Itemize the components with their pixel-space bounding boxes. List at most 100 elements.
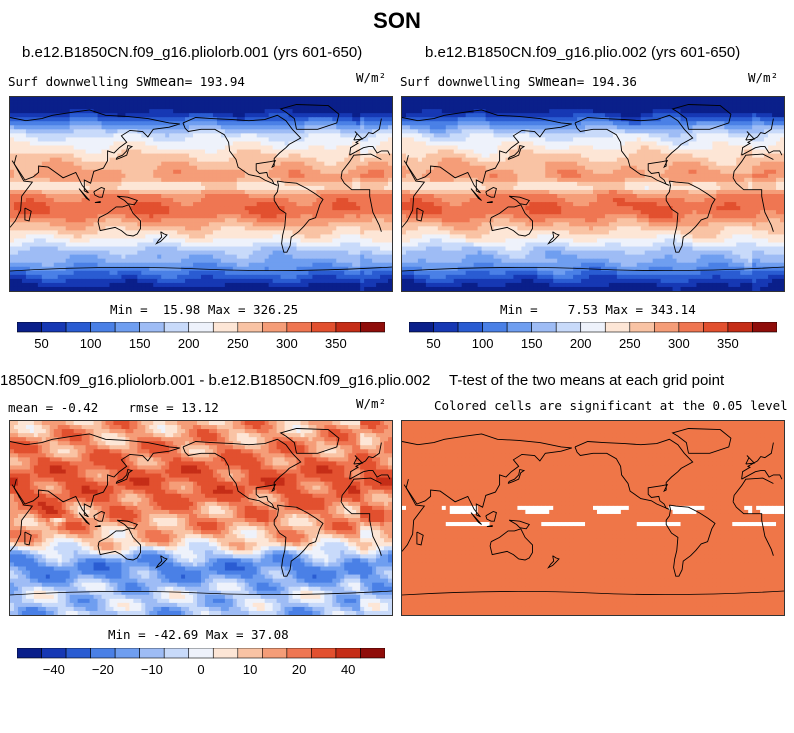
panel-3-max-label: Max = — [205, 627, 244, 642]
colorbar-tick-label: 100 — [472, 336, 494, 351]
panel-2-max-label: Max = — [605, 302, 644, 317]
colorbar-swatch — [408, 321, 434, 333]
colorbar-swatch — [114, 647, 140, 659]
colorbar-swatch — [262, 647, 288, 659]
panel-1-minmax: Min = 15.98 Max = 326.25 — [110, 302, 298, 317]
colorbar-tick-label: 40 — [341, 662, 355, 677]
panel-2-max: 343.14 — [650, 302, 696, 317]
colorbar-swatch — [580, 321, 606, 333]
panel-3-map — [9, 420, 393, 616]
coastlines — [10, 428, 391, 577]
colorbar-swatch — [163, 647, 190, 659]
colorbar-tick-label: −20 — [92, 662, 114, 677]
panel-2-units: W/m² — [748, 70, 779, 85]
panel-1-max: 326.25 — [253, 302, 299, 317]
colorbar-swatch — [555, 321, 582, 333]
colorbar-swatch — [433, 321, 459, 333]
colorbar-swatch — [90, 321, 116, 333]
panel-2-variable-label: Surf downwelling SW — [400, 74, 543, 89]
panel-1-title: b.e12.B1850CN.f09_g16.pliolorb.001 (yrs … — [22, 44, 363, 61]
colorbar-swatch — [311, 321, 337, 333]
panel-3-rmse-label: rmse = — [128, 400, 174, 415]
colorbar-swatch — [237, 647, 263, 659]
field-cells — [402, 421, 784, 615]
colorbar-tick-label: 200 — [570, 336, 592, 351]
colorbar-swatch — [114, 321, 140, 333]
panel-2-stat-label: mean — [543, 74, 577, 90]
panel-1-units: W/m² — [356, 70, 387, 85]
panel-2-colorbar: 50 100 150 200 250 300 350 — [408, 321, 778, 358]
figure-title: SON — [373, 8, 421, 33]
field-cells — [402, 97, 784, 291]
colorbar-swatch — [16, 647, 42, 659]
panel-1-colorbar: 50 100 150 200 250 300 350 — [16, 321, 386, 358]
field-cells — [10, 421, 392, 615]
colorbar-swatch — [457, 321, 483, 333]
colorbar-tick-label: 10 — [243, 662, 257, 677]
colorbar-swatch — [139, 321, 165, 333]
colorbar-swatch — [188, 321, 214, 333]
colorbar-swatch — [360, 647, 386, 659]
colorbar-tick-label: 50 — [34, 336, 48, 351]
panel-3-minmax: Min = -42.69 Max = 37.08 — [108, 627, 289, 642]
panel-2-min-label: Min = — [500, 302, 538, 317]
colorbar-swatch — [286, 647, 312, 659]
colorbar-tick-label: 350 — [325, 336, 347, 351]
panel-3-units: W/m² — [356, 396, 387, 411]
colorbar-swatch — [237, 321, 263, 333]
coastlines — [402, 428, 783, 577]
panel-1-min-label: Min = — [110, 302, 148, 317]
colorbar-swatch — [163, 321, 190, 333]
colorbar-swatch — [65, 647, 91, 659]
panel-1-stat-value: 193.94 — [199, 74, 245, 89]
colorbar-swatch — [188, 647, 214, 659]
colorbar-tick-label: −10 — [141, 662, 163, 677]
colorbar-swatch — [16, 321, 42, 333]
panel-4-subtitle: Colored cells are significant at the 0.0… — [434, 398, 788, 413]
panel-4-title: T-test of the two means at each grid poi… — [449, 372, 725, 389]
colorbar-tick-label: 250 — [227, 336, 249, 351]
colorbar-swatch — [654, 321, 680, 333]
panel-2-map — [401, 96, 785, 292]
colorbar-swatch — [703, 321, 729, 333]
colorbar-tick-label: 250 — [619, 336, 641, 351]
colorbar-swatch — [335, 647, 361, 659]
colorbar-swatch — [604, 321, 631, 333]
panel-3-colorbar: −40 −20 −10 0 10 20 40 — [16, 647, 386, 684]
colorbar-swatch — [41, 321, 67, 333]
coastlines — [10, 104, 391, 253]
colorbar-swatch — [212, 647, 239, 659]
colorbar-tick-label: 0 — [197, 662, 204, 677]
colorbar-tick-label: 100 — [80, 336, 102, 351]
panel-1-variable-label: Surf downwelling SW — [8, 74, 151, 89]
colorbar-swatch — [752, 321, 778, 333]
colorbar-swatch — [678, 321, 704, 333]
panel-3-max: 37.08 — [251, 627, 289, 642]
colorbar-swatch — [212, 321, 239, 333]
colorbar-swatch — [335, 321, 361, 333]
colorbar-swatch — [65, 321, 91, 333]
field-cells — [10, 97, 392, 291]
panel-2-title: b.e12.B1850CN.f09_g16.plio.002 (yrs 601-… — [425, 44, 741, 61]
panel-1-map — [9, 96, 393, 292]
colorbar-tick-label: 150 — [129, 336, 151, 351]
panel-3-mean-label: mean = — [8, 400, 54, 415]
panel-2-min: 7.53 — [567, 302, 598, 317]
colorbar-tick-label: 20 — [292, 662, 306, 677]
panel-2-stat-value: 194.36 — [591, 74, 637, 89]
panel-2-minmax: Min = 7.53 Max = 343.14 — [500, 302, 696, 317]
colorbar-tick-label: 300 — [276, 336, 298, 351]
panel-1-min: 15.98 — [162, 302, 201, 317]
colorbar-tick-label: −40 — [43, 662, 65, 677]
colorbar-swatch — [629, 321, 655, 333]
colorbar-swatch — [482, 321, 508, 333]
panel-3-stats: mean = -0.42 rmse = 13.12 — [8, 400, 219, 415]
panel-2-variable-line: Surf downwelling SWmean= 194.36 — [400, 74, 637, 90]
colorbar-swatch — [531, 321, 557, 333]
colorbar-swatch — [286, 321, 312, 333]
panel-1-stat-label: mean — [151, 74, 185, 90]
panel-1-variable-line: Surf downwelling SWmean= 193.94 — [8, 74, 245, 90]
colorbar-swatch — [311, 647, 337, 659]
panel-4-map — [401, 420, 785, 616]
